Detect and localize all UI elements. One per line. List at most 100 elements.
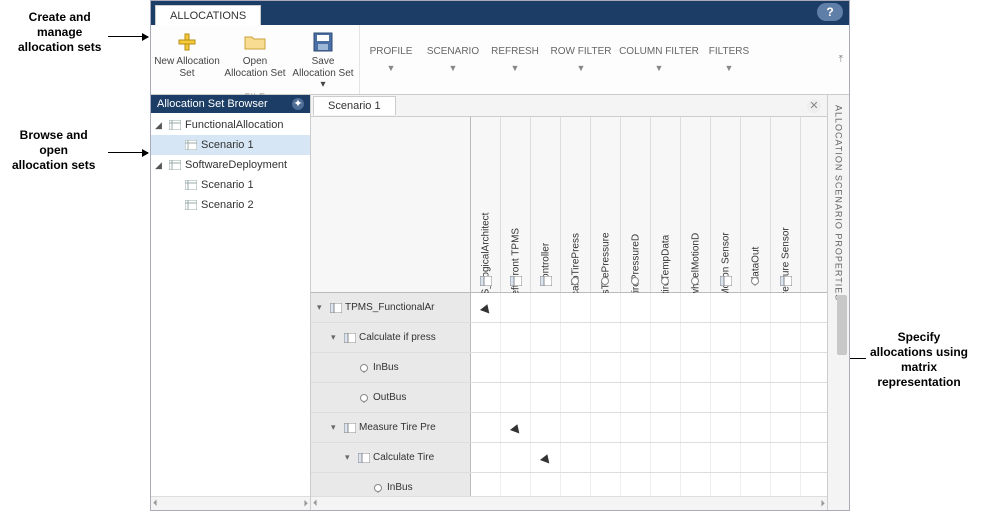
grid-cell[interactable] — [591, 473, 621, 496]
grid-cell[interactable] — [501, 323, 531, 352]
grid-cell[interactable] — [651, 353, 681, 382]
grid-cell[interactable] — [591, 293, 621, 322]
grid-cell[interactable] — [471, 443, 501, 472]
grid-cell[interactable] — [771, 353, 801, 382]
grid-cell[interactable] — [531, 383, 561, 412]
grid-cell[interactable] — [681, 353, 711, 382]
grid-cell[interactable] — [501, 473, 531, 496]
row-header[interactable]: ▾Calculate Tire — [311, 443, 471, 472]
tree-toggle[interactable]: ◢ — [155, 120, 165, 131]
grid-cell[interactable] — [501, 383, 531, 412]
grid-cell[interactable] — [471, 383, 501, 412]
grid-cell[interactable] — [651, 413, 681, 442]
ribbon-collapse[interactable]: ⤒ — [839, 25, 849, 94]
row-header[interactable]: InBus — [311, 473, 471, 496]
grid-cell[interactable] — [651, 383, 681, 412]
grid-cell[interactable] — [501, 353, 531, 382]
tree-item[interactable]: Scenario 1 — [151, 135, 310, 155]
row-header[interactable]: ▾Measure Tire Pre — [311, 413, 471, 442]
grid-cell[interactable] — [561, 383, 591, 412]
open-allocation-set-button[interactable]: Open Allocation Set — [221, 27, 289, 91]
browser-add-button[interactable]: ✦ — [292, 98, 304, 110]
grid-cell[interactable] — [531, 323, 561, 352]
grid-cell[interactable] — [651, 323, 681, 352]
properties-panel-collapsed[interactable]: ALLOCATION SCENARIO PROPERTIES — [827, 95, 849, 510]
column-header[interactable]: dataOut — [741, 117, 771, 292]
grid-cell[interactable] — [501, 443, 531, 472]
grid-cell[interactable] — [771, 473, 801, 496]
grid-cell[interactable] — [771, 383, 801, 412]
grid-cell[interactable] — [531, 293, 561, 322]
grid-cell[interactable] — [591, 443, 621, 472]
column-header[interactable]: Motion Sensor — [711, 117, 741, 292]
grid-cell[interactable] — [741, 383, 771, 412]
grid-cell[interactable] — [561, 353, 591, 382]
colfilter-dropdown[interactable]: COLUMN FILTER▼ — [616, 25, 702, 94]
grid-cell[interactable] — [741, 353, 771, 382]
grid-cell[interactable] — [531, 443, 561, 472]
refresh-dropdown[interactable]: REFRESH▼ — [484, 25, 546, 94]
grid-cell[interactable] — [681, 443, 711, 472]
grid-cell[interactable] — [471, 473, 501, 496]
grid-cell[interactable] — [711, 293, 741, 322]
grid-cell[interactable] — [471, 293, 501, 322]
column-header[interactable]: Pressure Sensor — [771, 117, 801, 292]
browser-hscroll[interactable]: ⏴⏵ — [151, 496, 310, 510]
grid-cell[interactable] — [621, 293, 651, 322]
grid-cell[interactable] — [561, 473, 591, 496]
grid-cell[interactable] — [621, 473, 651, 496]
row-toggle[interactable]: ▾ — [331, 332, 341, 343]
scenario-dropdown[interactable]: SCENARIO▼ — [422, 25, 484, 94]
grid-cell[interactable] — [681, 383, 711, 412]
row-header[interactable]: ▾Calculate if press — [311, 323, 471, 352]
column-header[interactable]: Controller — [531, 117, 561, 292]
tree-item[interactable]: Scenario 1 — [151, 175, 310, 195]
save-allocation-set-button[interactable]: Save Allocation Set ▾ — [289, 27, 357, 91]
tree-item[interactable]: ◢FunctionalAllocation — [151, 115, 310, 135]
grid-cell[interactable] — [681, 413, 711, 442]
grid-cell[interactable] — [711, 443, 741, 472]
grid-cell[interactable] — [591, 353, 621, 382]
profile-dropdown[interactable]: PROFILE▼ — [360, 25, 422, 94]
column-header[interactable]: tireTempData — [651, 117, 681, 292]
grid-cell[interactable] — [471, 353, 501, 382]
row-toggle[interactable]: ▾ — [345, 452, 355, 463]
grid-cell[interactable] — [741, 293, 771, 322]
grid-cell[interactable] — [711, 413, 741, 442]
row-header[interactable]: InBus — [311, 353, 471, 382]
grid-cell[interactable] — [561, 413, 591, 442]
grid-cell[interactable] — [741, 323, 771, 352]
grid-cell[interactable] — [651, 473, 681, 496]
grid-cell[interactable] — [591, 323, 621, 352]
scenario-tab[interactable]: Scenario 1 — [313, 96, 396, 115]
grid-cell[interactable] — [621, 383, 651, 412]
grid-cell[interactable] — [591, 383, 621, 412]
row-toggle[interactable]: ▾ — [331, 422, 341, 433]
scenario-close-button[interactable]: ✕ — [807, 99, 821, 113]
grid-cell[interactable] — [711, 473, 741, 496]
row-header[interactable]: ▾TPMS_FunctionalAr — [311, 293, 471, 322]
grid-cell[interactable] — [651, 443, 681, 472]
grid-cell[interactable] — [771, 323, 801, 352]
column-header[interactable]: TPMS_LogicalArchitect — [471, 117, 501, 292]
filters-dropdown[interactable]: FILTERS▼ — [702, 25, 756, 94]
row-header[interactable]: OutBus — [311, 383, 471, 412]
grid-cell[interactable] — [561, 443, 591, 472]
row-toggle[interactable]: ▾ — [317, 302, 327, 313]
grid-cell[interactable] — [681, 473, 711, 496]
grid-cell[interactable] — [711, 323, 741, 352]
grid-cell[interactable] — [741, 473, 771, 496]
vscroll-thumb[interactable] — [837, 295, 847, 355]
column-header[interactable]: calibTirePress — [561, 117, 591, 292]
grid-cell[interactable] — [621, 353, 651, 382]
column-header[interactable]: tirePressureD — [621, 117, 651, 292]
tree-toggle[interactable]: ◢ — [155, 160, 165, 171]
grid-cell[interactable] — [531, 353, 561, 382]
grid-cell[interactable] — [471, 323, 501, 352]
grid-cell[interactable] — [501, 293, 531, 322]
grid-cell[interactable] — [621, 413, 651, 442]
grid-cell[interactable] — [741, 443, 771, 472]
grid-hscroll[interactable]: ⏴⏵ — [311, 496, 827, 510]
grid-cell[interactable] — [711, 353, 741, 382]
grid-cell[interactable] — [741, 413, 771, 442]
